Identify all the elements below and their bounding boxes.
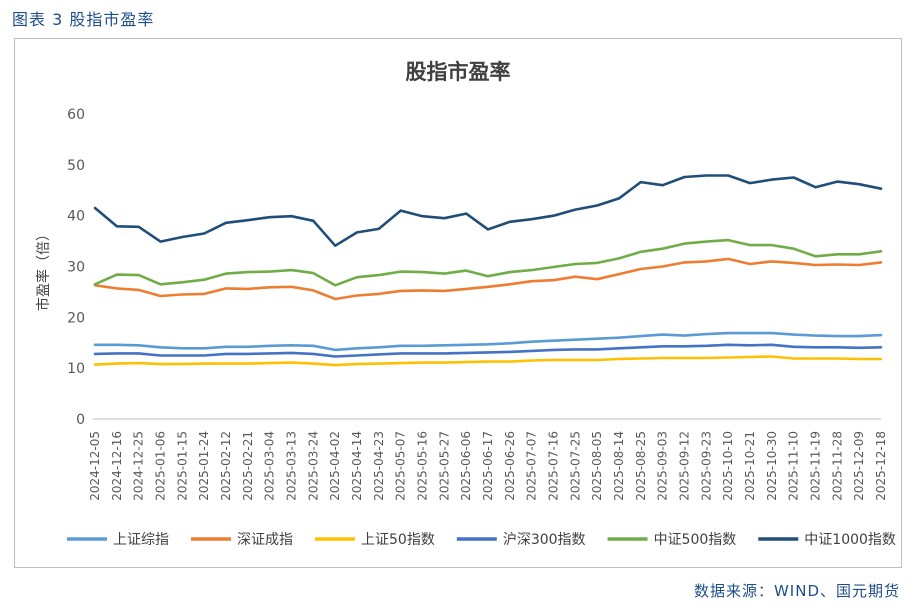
x-tick-label: 2025-10-10 <box>721 431 735 501</box>
x-tick-label: 2025-06-26 <box>503 431 517 501</box>
x-tick-labels: 2024-12-05 2024-12-16 2024-12-25 2025-01-06… <box>88 431 888 501</box>
x-tick-label: 2025-05-16 <box>416 431 430 501</box>
x-tick-label: 2025-03-13 <box>285 431 299 501</box>
series-line-1 <box>93 257 883 301</box>
x-tick-label: 2025-07-25 <box>568 431 582 501</box>
legend-label: 上证综指 <box>113 532 169 548</box>
x-tick-label: 2025-09-03 <box>656 431 670 501</box>
x-tick-label: 2025-04-14 <box>350 431 364 501</box>
x-tick-label: 2025-08-25 <box>634 431 648 501</box>
y-tick-label: 50 <box>67 158 85 174</box>
y-tick-labels: 0 10 20 30 40 50 60 <box>67 107 85 428</box>
x-tick-label: 2025-12-18 <box>874 431 888 501</box>
x-tick-label: 2025-01-24 <box>197 431 211 501</box>
y-tick-label: 40 <box>67 209 85 225</box>
y-tick-label: 20 <box>67 310 85 326</box>
x-tick-label: 2025-07-07 <box>525 431 539 501</box>
legend-label: 沪深300指数 <box>503 532 586 548</box>
y-axis-label: 市盈率（倍） <box>35 227 52 311</box>
series-line-3 <box>93 343 883 358</box>
x-tick-label: 2025-02-12 <box>219 431 233 501</box>
series-line-0 <box>93 331 883 352</box>
x-tick-label: 2025-02-21 <box>241 431 255 501</box>
data-source: 数据来源：WIND、国元期货 <box>693 582 900 600</box>
series-lines <box>93 174 883 367</box>
x-tick-label: 2025-11-28 <box>830 431 844 501</box>
chart-frame: 股指市盈率 市盈率（倍） 0 10 20 30 40 50 60 2024-12-05 202… <box>14 38 902 568</box>
series-line-4 <box>93 238 883 287</box>
x-tick-label: 2025-10-21 <box>743 431 757 501</box>
y-tick-label: 10 <box>67 361 85 377</box>
legend-label: 上证50指数 <box>361 532 435 548</box>
x-tick-label: 2025-06-06 <box>459 431 473 501</box>
x-tick-label: 2025-10-30 <box>765 431 779 501</box>
y-tick-label: 30 <box>67 260 85 276</box>
x-tick-label: 2025-01-15 <box>175 431 189 501</box>
x-tick-label: 2025-03-04 <box>263 431 277 501</box>
x-tick-label: 2025-12-09 <box>852 431 866 501</box>
figure-caption: 图表 3 股指市盈率 <box>12 10 155 29</box>
x-tick-label: 2025-11-19 <box>809 431 823 501</box>
x-tick-label: 2025-09-23 <box>699 431 713 501</box>
x-tick-label: 2025-05-07 <box>394 431 408 501</box>
series-line-2 <box>93 355 883 367</box>
legend-label: 中证1000指数 <box>804 532 896 548</box>
x-tick-label: 2025-04-23 <box>372 431 386 501</box>
chart-title: 股指市盈率 <box>406 60 511 84</box>
x-tick-label: 2025-08-05 <box>590 431 604 501</box>
x-tick-label: 2025-05-27 <box>437 431 451 501</box>
x-tick-label: 2025-08-14 <box>612 431 626 501</box>
x-tick-label: 2025-06-17 <box>481 431 495 501</box>
legend-label: 深证成指 <box>237 532 293 548</box>
x-tick-label: 2025-07-16 <box>547 431 561 501</box>
legend-label: 中证500指数 <box>654 532 737 548</box>
y-tick-label: 60 <box>67 107 85 123</box>
x-tick-label: 2025-11-10 <box>787 431 801 501</box>
x-tick-label: 2024-12-25 <box>132 431 146 501</box>
x-tick-label: 2025-09-12 <box>678 431 692 501</box>
x-tick-label: 2024-12-05 <box>88 431 102 501</box>
x-tick-label: 2025-03-24 <box>306 431 320 501</box>
y-tick-label: 0 <box>76 412 85 428</box>
x-tick-label: 2025-04-02 <box>328 431 342 501</box>
series-line-5 <box>93 174 883 247</box>
legend: 上证综指 深证成指 上证50指数 沪深300指数 中证500指数 中证1000指数 <box>67 532 896 548</box>
x-tick-label: 2024-12-16 <box>110 431 124 501</box>
x-tick-label: 2025-01-06 <box>154 431 168 501</box>
